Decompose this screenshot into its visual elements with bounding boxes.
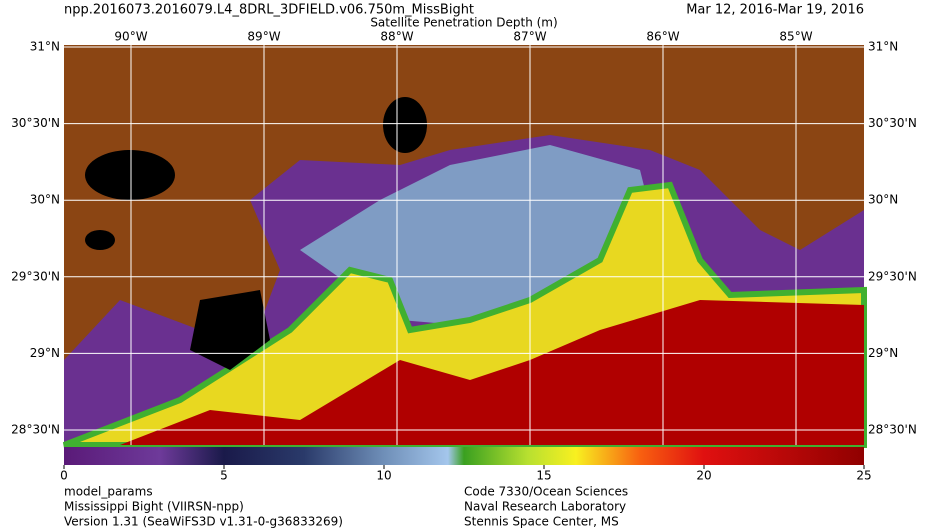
lon-label: 86°W — [646, 30, 679, 44]
footer-left: model_params — [64, 485, 153, 499]
lat-label: 30°30'N — [868, 116, 917, 130]
lat-label: 30°N — [868, 193, 898, 207]
lat-label: 29°N — [868, 346, 898, 360]
lon-label: 85°W — [779, 30, 812, 44]
lat-label: 29°N — [30, 346, 60, 360]
lon-label: 87°W — [513, 30, 546, 44]
colorbar-tick-label: 20 — [696, 469, 711, 483]
colorbar-tick-label: 15 — [536, 469, 551, 483]
lat-label: 31°N — [30, 40, 60, 54]
date-range: Mar 12, 2016-Mar 19, 2016 — [686, 3, 864, 18]
footer-right: Naval Research Laboratory — [464, 500, 626, 514]
colorbar-tick-label: 10 — [376, 469, 391, 483]
lat-label: 31°N — [868, 40, 898, 54]
lat-label: 30°N — [30, 193, 60, 207]
footer-right: Stennis Space Center, MS — [464, 515, 619, 529]
colorbar-tick-label: 25 — [856, 469, 871, 483]
lat-label: 30°30'N — [11, 116, 60, 130]
lat-label: 28°30'N — [11, 423, 60, 437]
colorbar-tick-label: 5 — [220, 469, 228, 483]
map-image — [62, 45, 867, 448]
footer-left: Version 1.31 (SeaWiFS3D v1.31-0-g3683326… — [64, 515, 343, 529]
colorbar — [64, 447, 864, 465]
lon-label: 90°W — [114, 30, 147, 44]
colorbar-tick-label: 0 — [60, 469, 68, 483]
lon-label: 89°W — [247, 30, 280, 44]
lat-label: 29°30'N — [11, 269, 60, 283]
lon-label: 88°W — [380, 30, 413, 44]
map-title: Satellite Penetration Depth (m) — [370, 16, 557, 30]
lat-label: 29°30'N — [868, 269, 917, 283]
footer-right: Code 7330/Ocean Sciences — [464, 485, 628, 499]
lat-label: 28°30'N — [868, 423, 917, 437]
footer-left: Mississippi Bight (VIIRSN-npp) — [64, 500, 244, 514]
filename: npp.2016073.2016079.L4_8DRL_3DFIELD.v06.… — [64, 3, 474, 18]
